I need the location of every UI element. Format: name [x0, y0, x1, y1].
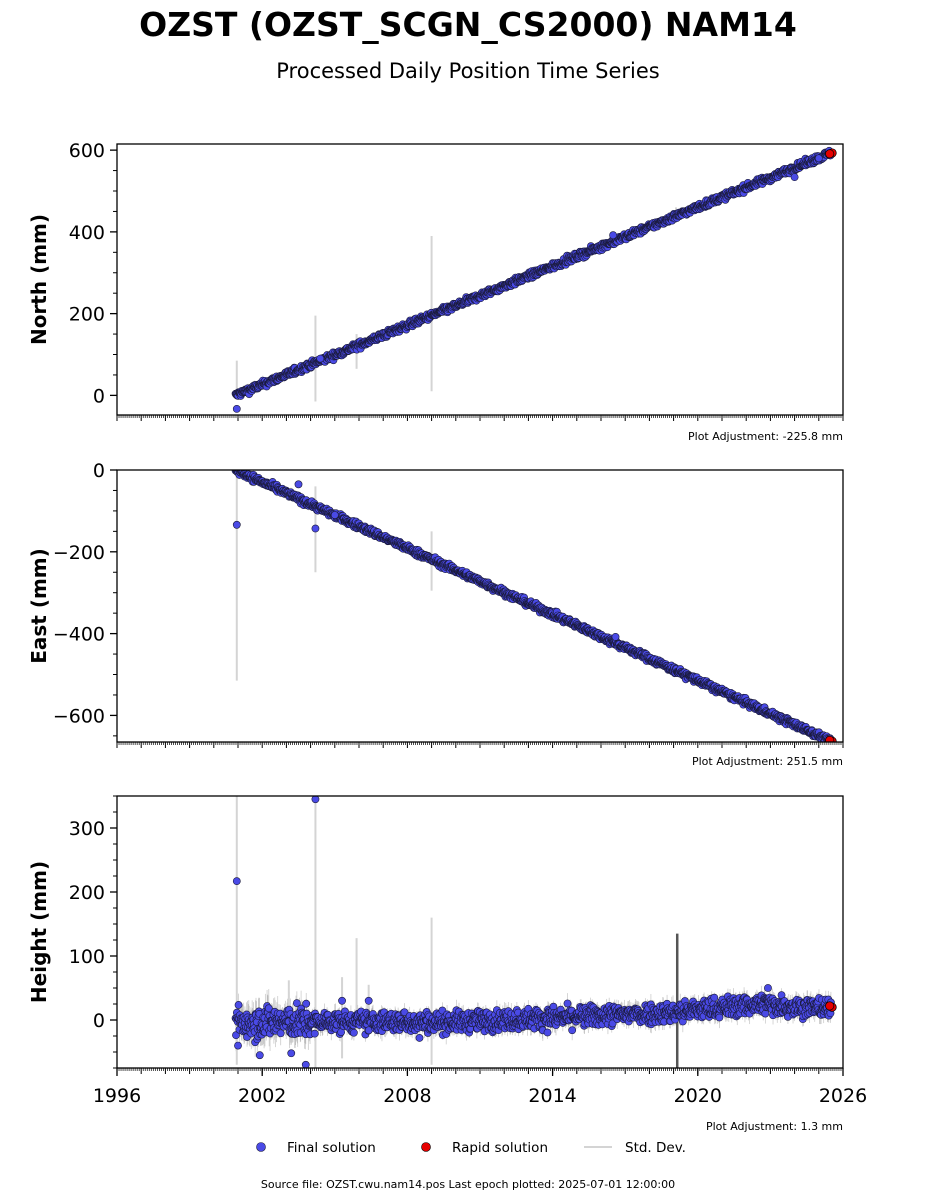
final-solution-point [316, 354, 325, 363]
plot-area [231, 470, 837, 742]
y-tick-label: 200 [69, 304, 105, 326]
rapid-solution-point [825, 149, 835, 159]
y-tick-label: 600 [69, 140, 105, 162]
plot-area [231, 146, 837, 413]
y-axis-label: North (mm) [27, 214, 51, 345]
plot-adjustment-label: Plot Adjustment: -225.8 mm [688, 430, 843, 443]
chart-title: OZST (OZST_SCGN_CS2000) NAM14 [139, 5, 797, 44]
plot-frame [116, 143, 844, 416]
final-solution-point [790, 173, 799, 182]
panel-north: 0 200 400 600 North (mm) Plot Adjustment: -22… [27, 140, 844, 443]
chart-subtitle: Processed Daily Position Time Series [276, 59, 660, 83]
final-solution-point [609, 231, 617, 240]
y-tick-label: 400 [69, 222, 105, 244]
final-solution-point [814, 154, 823, 163]
y-tick-label: 0 [93, 385, 105, 407]
final-solution-point [232, 404, 241, 413]
